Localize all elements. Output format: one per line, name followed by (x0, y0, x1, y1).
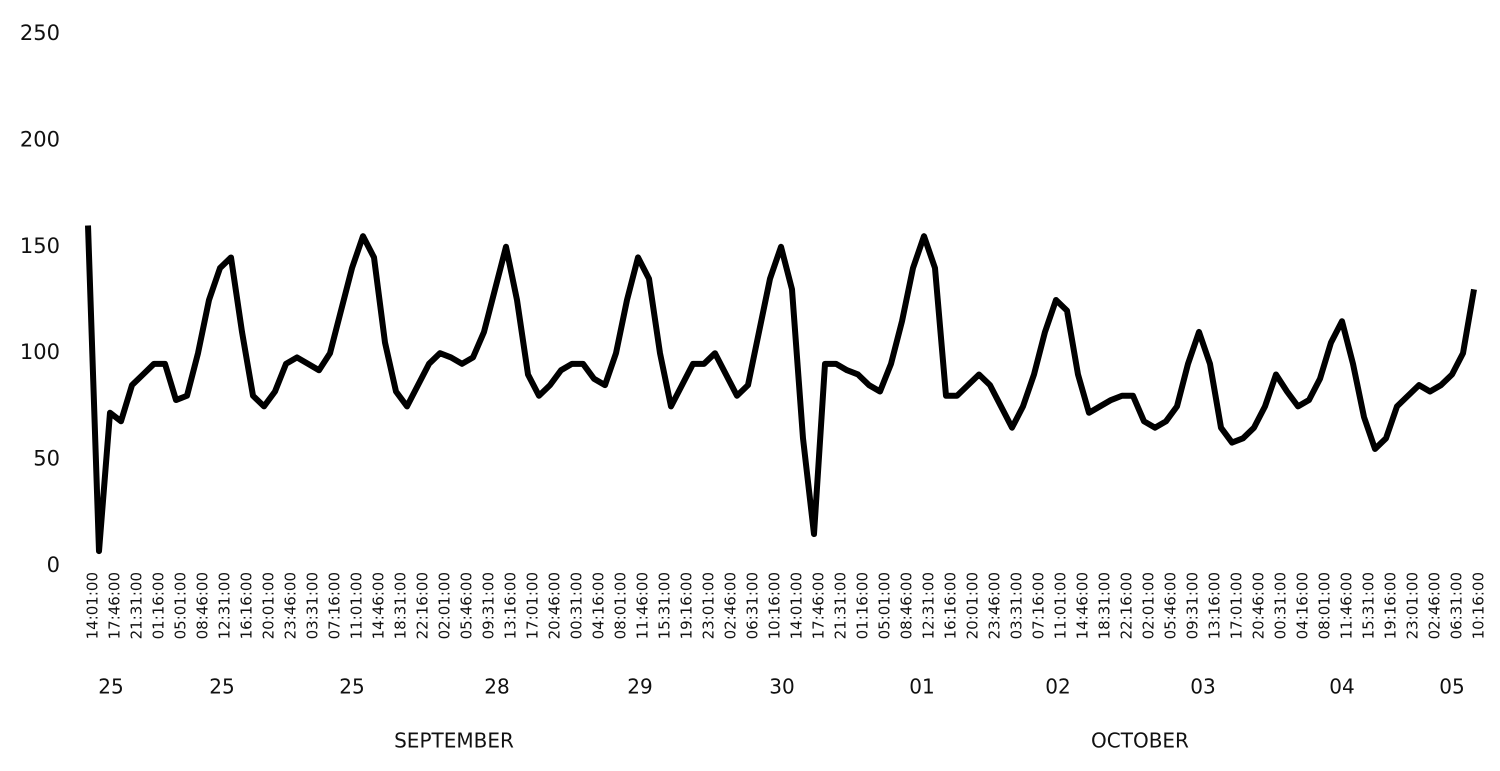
day-label: 05 (1439, 675, 1464, 699)
x-tick-label: 00:31:00 (568, 572, 586, 639)
y-tick-label: 150 (20, 234, 60, 258)
x-tick-label: 00:31:00 (1272, 572, 1290, 639)
x-tick-label: 20:46:00 (1250, 572, 1268, 639)
x-tick-label: 05:46:00 (458, 572, 476, 639)
x-tick-label: 09:31:00 (1184, 572, 1202, 639)
day-label: 29 (627, 675, 652, 699)
x-tick-label: 10:16:00 (1470, 572, 1488, 639)
day-label: 25 (98, 675, 123, 699)
x-tick-label: 22:16:00 (414, 572, 432, 639)
x-tick-label: 19:16:00 (1382, 572, 1400, 639)
x-tick-label: 06:31:00 (1448, 572, 1466, 639)
x-tick-label: 12:31:00 (216, 572, 234, 639)
y-tick-label: 250 (20, 21, 60, 45)
x-tick-label: 21:31:00 (832, 572, 850, 639)
x-tick-label: 08:46:00 (194, 572, 212, 639)
month-label: SEPTEMBER (394, 729, 514, 753)
x-tick-label: 14:46:00 (370, 572, 388, 639)
x-tick-label: 06:31:00 (744, 572, 762, 639)
x-tick-label: 02:46:00 (1426, 572, 1444, 639)
x-tick-label: 01:16:00 (150, 572, 168, 639)
x-tick-label: 19:16:00 (678, 572, 696, 639)
x-tick-label: 23:01:00 (1404, 572, 1422, 639)
x-tick-label: 18:31:00 (1096, 572, 1114, 639)
x-tick-label: 18:31:00 (392, 572, 410, 639)
x-tick-label: 17:01:00 (524, 572, 542, 639)
x-tick-label: 03:31:00 (304, 572, 322, 639)
day-label: 02 (1045, 675, 1070, 699)
x-tick-label: 08:46:00 (898, 572, 916, 639)
x-tick-label: 22:16:00 (1118, 572, 1136, 639)
x-tick-label: 01:16:00 (854, 572, 872, 639)
x-tick-label: 14:01:00 (84, 572, 102, 639)
y-tick-label: 0 (47, 553, 60, 577)
x-tick-label: 16:16:00 (238, 572, 256, 639)
y-tick-label: 50 (33, 447, 60, 471)
x-tick-label: 11:46:00 (634, 572, 652, 639)
x-tick-label: 07:16:00 (1030, 572, 1048, 639)
x-tick-label: 15:31:00 (1360, 572, 1378, 639)
x-tick-label: 08:01:00 (1316, 572, 1334, 639)
x-tick-label: 20:01:00 (260, 572, 278, 639)
x-tick-label: 03:31:00 (1008, 572, 1026, 639)
day-label: 28 (484, 675, 509, 699)
day-label: 25 (209, 675, 234, 699)
x-tick-label: 17:46:00 (106, 572, 124, 639)
x-tick-label: 14:01:00 (788, 572, 806, 639)
x-tick-label: 13:16:00 (1206, 572, 1224, 639)
day-label: 01 (909, 675, 934, 699)
x-tick-label: 20:01:00 (964, 572, 982, 639)
x-tick-label: 14:46:00 (1074, 572, 1092, 639)
x-tick-label: 23:01:00 (700, 572, 718, 639)
x-tick-label: 04:16:00 (1294, 572, 1312, 639)
x-tick-label: 20:46:00 (546, 572, 564, 639)
x-tick-label: 17:46:00 (810, 572, 828, 639)
x-tick-label: 21:31:00 (128, 572, 146, 639)
x-tick-label: 23:46:00 (282, 572, 300, 639)
x-tick-label: 10:16:00 (766, 572, 784, 639)
x-tick-label: 23:46:00 (986, 572, 1004, 639)
x-tick-label: 12:31:00 (920, 572, 938, 639)
x-tick-label: 16:16:00 (942, 572, 960, 639)
x-tick-label: 02:01:00 (436, 572, 454, 639)
day-label: 04 (1329, 675, 1354, 699)
day-label: 03 (1190, 675, 1215, 699)
x-tick-label: 05:46:00 (1162, 572, 1180, 639)
x-tick-label: 07:16:00 (326, 572, 344, 639)
x-tick-label: 15:31:00 (656, 572, 674, 639)
x-tick-label: 17:01:00 (1228, 572, 1246, 639)
day-label: 25 (339, 675, 364, 699)
x-tick-label: 11:01:00 (348, 572, 366, 639)
y-tick-label: 100 (20, 340, 60, 364)
day-label: 30 (769, 675, 794, 699)
x-tick-label: 05:01:00 (172, 572, 190, 639)
x-tick-label: 11:01:00 (1052, 572, 1070, 639)
x-tick-label: 05:01:00 (876, 572, 894, 639)
x-tick-label: 02:46:00 (722, 572, 740, 639)
y-tick-label: 200 (20, 127, 60, 151)
data-line (85, 225, 1477, 555)
x-tick-label: 13:16:00 (502, 572, 520, 639)
x-tick-label: 09:31:00 (480, 572, 498, 639)
x-tick-label: 08:01:00 (612, 572, 630, 639)
x-tick-label: 11:46:00 (1338, 572, 1356, 639)
x-tick-label: 02:01:00 (1140, 572, 1158, 639)
month-label: OCTOBER (1091, 729, 1189, 753)
x-tick-label: 04:16:00 (590, 572, 608, 639)
